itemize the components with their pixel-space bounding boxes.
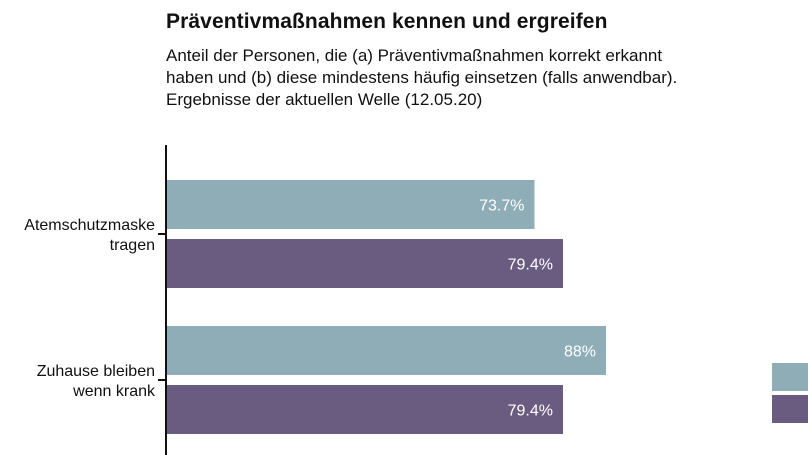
y-tick-label: tragen: [110, 237, 155, 254]
bar: [166, 180, 535, 229]
y-tick-label: Zuhause bleiben: [37, 363, 155, 380]
subtitle-line: Anteil der Personen, die (a) Präventivma…: [166, 46, 663, 65]
data-label: 88%: [564, 344, 596, 361]
subtitle-line: Ergebnisse der aktuellen Welle (12.05.20…: [166, 90, 483, 109]
bar: [166, 385, 563, 434]
legend-swatch: [772, 395, 808, 423]
data-label: 79.4%: [508, 257, 553, 274]
subtitle-line: haben und (b) diese mindestens häufig ei…: [166, 68, 678, 87]
legend-swatch: [772, 363, 808, 391]
chart-title: Präventivmaßnahmen kennen und ergreifen: [166, 10, 608, 33]
y-tick-label: Atemschutzmaske: [24, 217, 155, 234]
bar: [166, 239, 563, 288]
data-label: 73.7%: [479, 198, 524, 215]
data-label: 79.4%: [508, 403, 553, 420]
y-tick-label: wenn krank: [72, 383, 156, 400]
bar: [166, 326, 606, 375]
chart-subtitle: Anteil der Personen, die (a) Präventivma…: [166, 45, 786, 111]
